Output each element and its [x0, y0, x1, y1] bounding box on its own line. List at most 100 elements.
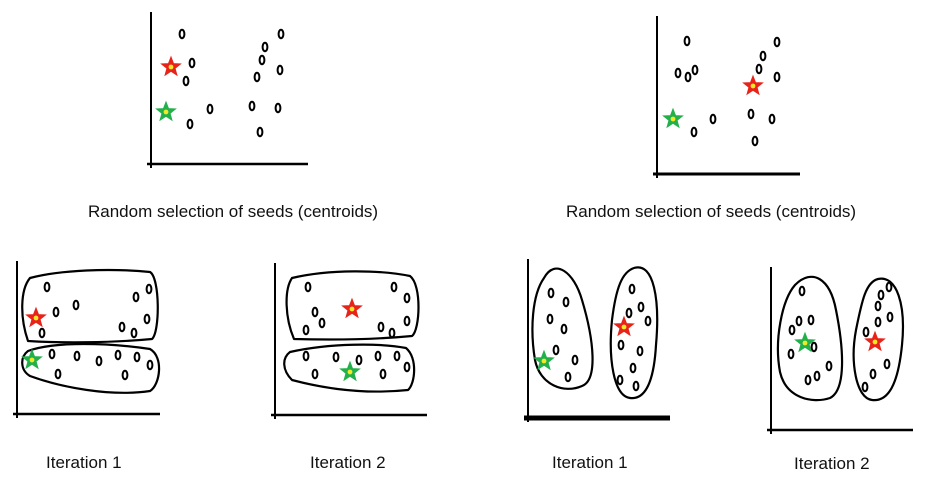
data-point	[885, 281, 893, 293]
data-point	[690, 126, 698, 138]
data-point	[121, 369, 129, 381]
data-point	[302, 350, 310, 362]
data-point	[403, 292, 411, 304]
data-point	[146, 359, 154, 371]
data-point	[258, 54, 266, 66]
axes-iteration-1-right	[524, 259, 670, 422]
axes-iteration-1-left	[13, 261, 160, 418]
star-center	[802, 340, 808, 346]
data-point	[403, 315, 411, 327]
data-point	[43, 281, 51, 293]
data-point	[674, 67, 682, 79]
cluster-left	[531, 267, 594, 390]
data-point	[571, 354, 579, 366]
axes-iteration-2-left	[271, 263, 427, 419]
data-point	[691, 64, 699, 76]
data-point	[632, 380, 640, 392]
data-point	[274, 102, 282, 114]
data-point	[751, 135, 759, 147]
star-center	[347, 369, 353, 375]
data-point	[564, 371, 572, 383]
data-point	[804, 374, 812, 386]
green-centroid-star	[794, 331, 816, 353]
cluster-left	[776, 275, 844, 402]
data-point	[869, 368, 877, 380]
data-point	[52, 306, 60, 318]
data-point	[562, 296, 570, 308]
data-point	[628, 283, 636, 295]
data-point	[38, 327, 46, 339]
data-point	[683, 35, 691, 47]
star-center	[872, 339, 878, 345]
star-center	[163, 109, 169, 115]
red-centroid-star	[864, 330, 886, 352]
axes-iteration-2-right	[767, 267, 913, 434]
data-point	[145, 283, 153, 295]
data-point	[825, 360, 833, 372]
data-point	[747, 108, 755, 120]
star-center	[670, 116, 676, 122]
data-point	[118, 321, 126, 333]
data-point	[759, 50, 767, 62]
data-point	[95, 355, 103, 367]
caption-iteration-1-left: Iteration 1	[46, 453, 122, 472]
data-point	[813, 370, 821, 382]
data-point	[182, 75, 190, 87]
data-point	[874, 300, 882, 312]
data-point	[874, 316, 882, 328]
data-point	[133, 351, 141, 363]
data-point	[188, 57, 196, 69]
data-point	[114, 349, 122, 361]
data-point	[318, 317, 326, 329]
data-point	[773, 71, 781, 83]
data-point	[390, 281, 398, 293]
axes-top-left	[147, 12, 308, 168]
cluster-right	[609, 266, 659, 400]
data-point	[256, 126, 264, 138]
cluster-lower	[283, 343, 416, 393]
data-point	[393, 350, 401, 362]
red-seed-star	[742, 74, 764, 96]
data-point	[186, 118, 194, 130]
red-centroid-star	[613, 315, 635, 337]
data-point	[773, 36, 781, 48]
star-center	[349, 306, 355, 312]
data-point	[755, 63, 763, 75]
data-point	[73, 350, 81, 362]
data-point	[261, 41, 269, 53]
star-center	[750, 83, 756, 89]
data-point	[883, 358, 891, 370]
data-point	[617, 339, 625, 351]
data-point	[311, 368, 319, 380]
data-point	[629, 362, 637, 374]
data-point	[54, 368, 62, 380]
data-point	[304, 281, 312, 293]
caption-top-right: Random selection of seeds (centroids)	[566, 202, 857, 221]
caption-iteration-1-right: Iteration 1	[552, 453, 628, 472]
data-point	[709, 113, 717, 125]
cluster-lower	[21, 342, 161, 394]
data-point	[276, 64, 284, 76]
data-point	[332, 351, 340, 363]
data-point	[143, 313, 151, 325]
data-point	[787, 348, 795, 360]
data-point	[625, 307, 633, 319]
cluster-upper	[285, 270, 420, 341]
green-seed-star	[155, 100, 177, 122]
red-centroid-star	[25, 306, 47, 328]
data-point	[547, 287, 555, 299]
data-point	[403, 361, 411, 373]
data-point	[248, 100, 256, 112]
data-point	[178, 28, 186, 40]
data-point	[72, 299, 80, 311]
data-point	[861, 381, 869, 393]
star-center	[33, 315, 39, 321]
red-seed-star	[160, 55, 182, 77]
cluster-upper	[21, 268, 159, 344]
data-point	[810, 341, 818, 353]
data-point	[377, 321, 385, 333]
data-point	[302, 324, 310, 336]
data-point	[388, 327, 396, 339]
star-center	[29, 357, 35, 363]
